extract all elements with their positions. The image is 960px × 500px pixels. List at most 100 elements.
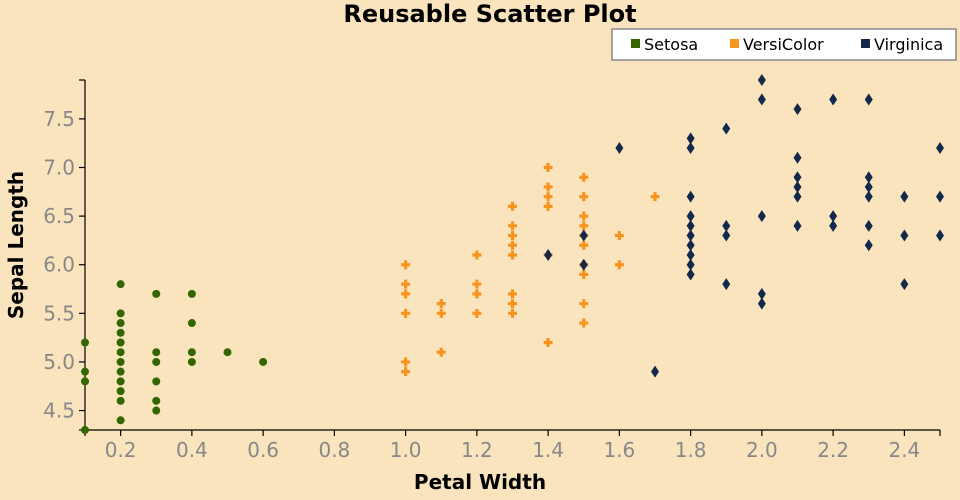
setosa-point [116,280,125,289]
legend-label: Setosa [644,35,698,54]
virginica-point [793,180,802,193]
versicolor-point [508,308,517,318]
setosa-point [152,357,161,366]
setosa-point [152,396,161,405]
x-axis: 0.2 0.4 0.6 0.8 1.0 1.2 1.4 1.6 1.8 2.0 2.2 2.4 [84,429,941,462]
virginica-point [722,219,731,232]
virginica-point [686,190,695,203]
virginica-point [793,190,802,203]
virginica-point [686,239,695,252]
virginica-point [686,249,695,261]
versicolor-point [579,299,589,309]
versicolor-point [472,308,482,318]
versicolor-point [472,250,482,260]
y-tick-label: 6.0 [43,253,75,277]
versicolor-point [543,192,553,202]
data-points [81,74,944,434]
virginica-point [757,210,766,223]
virginica-point [864,239,873,252]
virginica-point [900,190,909,203]
x-tick-label: 1.6 [603,438,635,462]
virginica-point [829,93,838,106]
series-versicolor [401,163,660,377]
y-tick-label: 7.5 [43,107,75,131]
x-tick-label: 2.0 [746,438,778,462]
versicolor-point [650,192,660,202]
virginica-point [686,258,695,271]
x-tick-label: 1.4 [532,438,564,462]
virginica-point [864,190,873,203]
legend: Setosa VersiColor Virginica [611,28,957,61]
setosa-point [81,377,89,386]
setosa-point [116,387,125,396]
y-tick-label: 5.0 [43,350,75,374]
virginica-point [757,287,766,300]
virginica-point [722,278,731,291]
y-tick-label: 7.0 [43,156,75,180]
virginica-point [900,229,909,242]
setosa-point [116,416,125,425]
versicolor-point [401,308,411,318]
setosa-point [116,319,125,328]
virginica-point [686,229,695,242]
virginica-point [793,151,802,164]
versicolor-point [579,240,589,250]
setosa-point [116,338,125,347]
versicolor-point [508,201,517,211]
virginica-point [686,268,695,281]
setosa-point [152,406,161,415]
virginica-point [793,219,802,232]
setosa-point [81,338,89,347]
versicolor-point [436,299,446,309]
setosa-point [187,319,196,328]
versicolor-point [579,192,589,202]
legend-item-versicolor: VersiColor [730,35,824,54]
versicolor-point [472,289,482,299]
setosa-point [116,357,125,366]
virginica-point [579,258,588,271]
virginica-point [686,142,695,155]
virginica-point [722,229,731,242]
versicolor-point [579,172,589,182]
virginica-point [579,229,588,242]
versicolor-point [401,367,411,377]
versicolor-point [543,338,553,347]
virginica-point [651,365,659,378]
y-tick-label: 6.5 [43,204,75,228]
x-tick-label: 1.0 [390,438,422,462]
x-tick-label: 0.8 [318,438,350,462]
setosa-point [187,289,196,298]
versicolor-point [543,201,553,211]
x-tick-label: 0.6 [247,438,279,462]
virginica-point [864,180,873,193]
setosa-point [152,289,161,298]
versicolor-point [401,260,411,270]
virginica-point [864,93,873,106]
x-tick-label: 2.2 [817,438,849,462]
setosa-point [223,348,232,357]
virginica-point [722,122,731,135]
setosa-point [116,328,125,337]
versicolor-point [508,221,517,231]
virginica-point [757,74,766,86]
x-tick-label: 2.4 [888,438,920,462]
versicolor-point [401,289,411,299]
versicolor-point [543,182,553,192]
setosa-point [116,309,125,318]
legend-swatch [730,39,739,48]
y-tick-label: 5.5 [43,301,75,325]
virginica-point [900,278,909,291]
versicolor-point [543,163,553,172]
setosa-point [152,348,161,357]
x-tick-label: 0.2 [105,438,137,462]
virginica-point [936,142,944,155]
versicolor-point [401,357,411,367]
virginica-point [757,93,766,106]
virginica-point [615,142,624,155]
virginica-point [936,229,944,242]
legend-swatch [631,39,640,48]
setosa-point [187,357,196,366]
setosa-point [116,348,125,357]
virginica-point [864,171,873,184]
